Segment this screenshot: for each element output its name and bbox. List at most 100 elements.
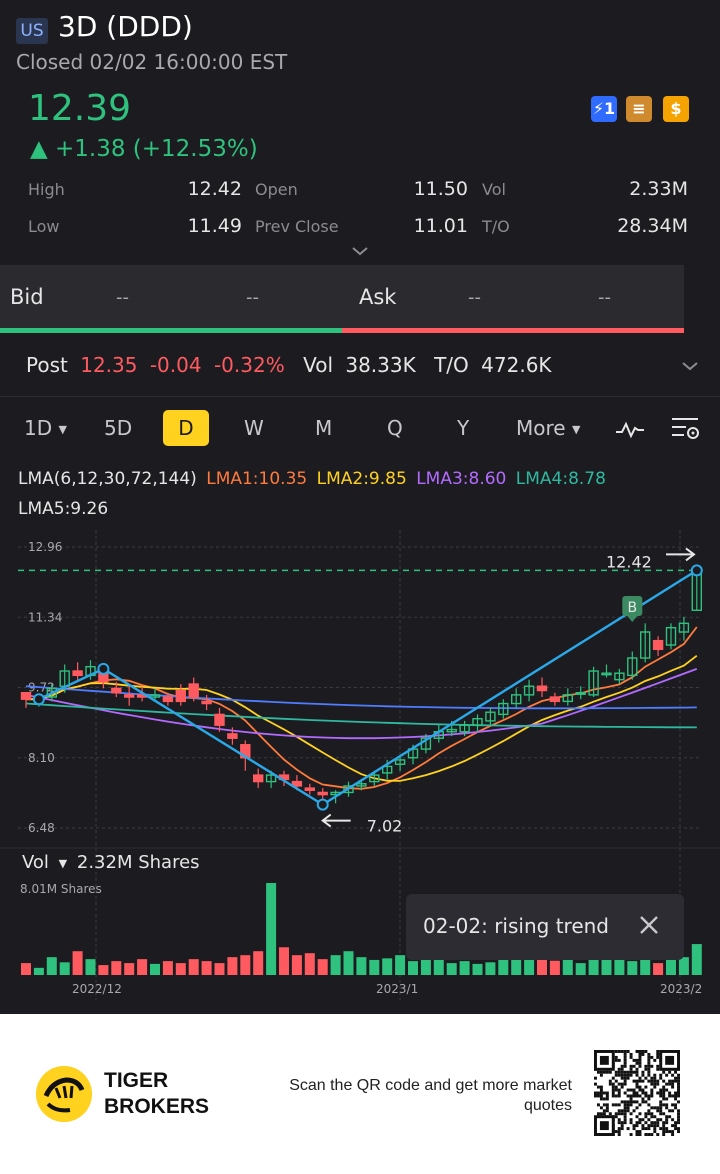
qr-module (662, 1088, 666, 1092)
lma2-value: LMA2:9.85 (316, 469, 407, 489)
qr-module (629, 1067, 633, 1071)
qr-module (623, 1061, 627, 1065)
tab-y[interactable]: Y (457, 416, 470, 440)
brand-name: TIGER BROKERS (104, 1068, 209, 1120)
qr-module (647, 1127, 651, 1131)
qr-module (668, 1109, 672, 1113)
qr-module (623, 1103, 627, 1107)
tab-1d[interactable]: 1D ▼ (24, 416, 67, 440)
volume-bar (601, 959, 612, 975)
qr-module (641, 1079, 645, 1083)
qr-module (599, 1085, 603, 1089)
qr-module (635, 1058, 639, 1062)
qr-module (629, 1070, 633, 1074)
qr-module (638, 1133, 642, 1136)
qr-module (665, 1055, 675, 1065)
x-tick-label: 2022/12 (72, 982, 122, 996)
qr-module (641, 1073, 645, 1077)
qr-module (638, 1064, 642, 1068)
close-icon[interactable] (636, 912, 662, 938)
qr-module (599, 1106, 603, 1110)
qr-module (626, 1070, 630, 1074)
qr-module (671, 1109, 675, 1113)
ask-price: -- (468, 287, 481, 308)
qr-module (632, 1100, 636, 1104)
tab-q[interactable]: Q (387, 416, 403, 440)
tab-more[interactable]: More ▼ (516, 416, 580, 440)
post-market-row[interactable]: Post 12.35 -0.04 -0.32% Vol 38.33K T/O 4… (0, 333, 720, 397)
qr-module (614, 1079, 618, 1083)
lightning-icon[interactable]: ⚡1 (591, 96, 617, 122)
qr-module (632, 1109, 636, 1113)
qr-module (623, 1115, 627, 1119)
qr-module (674, 1127, 678, 1131)
candle-body (575, 692, 586, 695)
qr-module (668, 1070, 672, 1074)
candle-body (72, 670, 83, 677)
qr-module (599, 1112, 603, 1116)
qr-module (617, 1127, 621, 1131)
qr-module (638, 1130, 642, 1134)
chevron-down-icon[interactable] (680, 359, 700, 373)
qr-module (674, 1079, 678, 1083)
candle-body (536, 685, 548, 692)
volume-bar (85, 959, 96, 975)
bid-strength-bar (0, 328, 342, 333)
indicator-icon[interactable] (614, 416, 646, 442)
qr-module (635, 1070, 639, 1074)
qr-module (668, 1115, 672, 1119)
post-price: 12.35 (80, 353, 138, 377)
tab-5d[interactable]: 5D (104, 416, 133, 440)
qr-module (677, 1094, 680, 1098)
candle-body (523, 685, 535, 696)
qr-module (602, 1112, 606, 1116)
qr-module (653, 1106, 657, 1110)
volume-bar (21, 963, 31, 975)
caret-down-icon: ▼ (58, 856, 68, 870)
lma3-line (25, 668, 698, 740)
qr-module (677, 1079, 680, 1083)
qr-module (632, 1124, 636, 1128)
qr-module (647, 1118, 651, 1122)
volume-bar (485, 962, 496, 975)
bid-price: -- (116, 287, 129, 308)
qr-module (656, 1067, 660, 1071)
trend-toast[interactable]: 02-02: rising trend (406, 894, 684, 960)
vol-label: Vol (482, 180, 506, 199)
qr-module (614, 1085, 618, 1089)
tab-d[interactable]: D (163, 410, 209, 446)
qr-module (653, 1115, 657, 1119)
candle-body (459, 724, 470, 733)
stack-icon[interactable]: ≡ (626, 96, 652, 122)
qr-module (653, 1082, 657, 1086)
qr-module (620, 1050, 624, 1053)
qr-module (626, 1106, 630, 1110)
brand-line2: BROKERS (104, 1095, 210, 1118)
last-price: 12.39 (28, 88, 132, 129)
qr-module (599, 1070, 603, 1074)
tab-m[interactable]: M (315, 416, 333, 440)
qr-module (623, 1112, 627, 1116)
qr-module (623, 1121, 627, 1125)
qr-module (656, 1082, 660, 1086)
chart-settings-icon[interactable] (670, 414, 702, 444)
volume-bar (162, 961, 173, 975)
high-price-label: 12.42 (606, 552, 652, 571)
qr-module (614, 1050, 618, 1053)
volume-bar (214, 963, 225, 975)
lma5-value: LMA5:9.26 (18, 499, 109, 519)
low-value: 11.49 (187, 215, 242, 237)
tab-w[interactable]: W (244, 416, 264, 440)
post-vol-label: Vol (303, 353, 333, 377)
qr-module (662, 1133, 666, 1136)
volume-selector[interactable]: Vol ▼ 2.32M Shares (22, 852, 200, 873)
qr-module (638, 1118, 642, 1122)
dollar-icon[interactable]: $ (663, 96, 689, 122)
chevron-down-icon[interactable] (350, 244, 370, 258)
qr-module (617, 1094, 621, 1098)
candle-body (175, 689, 187, 703)
candle-body (382, 765, 393, 774)
qr-module (632, 1088, 636, 1092)
lma4-line (25, 702, 697, 729)
